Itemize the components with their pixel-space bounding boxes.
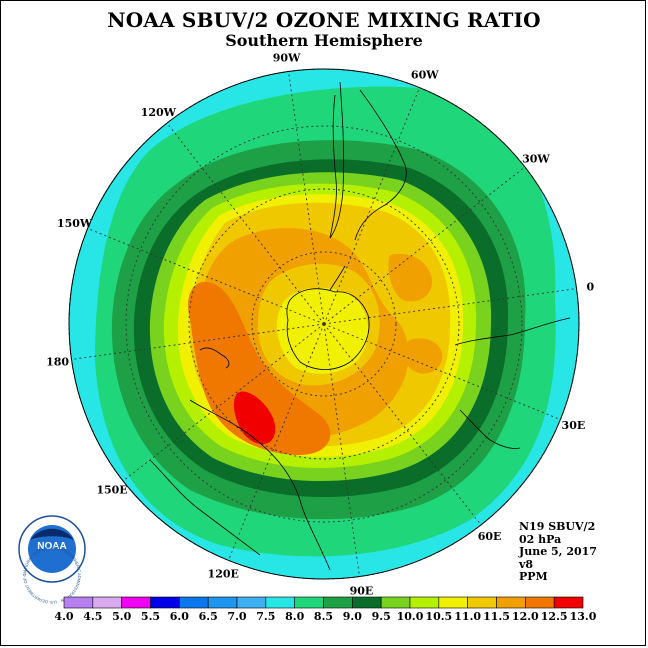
south-america-east (354, 89, 407, 241)
colorbar-box-1 (92, 596, 122, 609)
africa-coast (454, 317, 571, 346)
colorbar-tick-17: 12.5 (541, 610, 568, 623)
lat-circle-30 (188, 188, 460, 460)
colorbar-tick-13: 10.5 (425, 610, 452, 623)
info-satellite: N19 SBUV/2 (519, 520, 596, 533)
info-date: June 5, 2017 (519, 545, 597, 558)
lat-circle-60 (251, 251, 397, 397)
colorbar-tick-2: 5.0 (112, 610, 131, 623)
colorbar-box-10 (352, 596, 382, 609)
colorbar-box-2 (121, 596, 151, 609)
lon-label-0: 90W (273, 52, 301, 65)
colorbar-tick-14: 11.0 (454, 610, 481, 623)
info-version: v8 (519, 557, 534, 571)
band-11-5-east2 (404, 338, 443, 374)
colorbar-box-16 (525, 596, 555, 609)
colorbar-box-14 (467, 596, 497, 609)
lon-label-2: 30W (522, 152, 550, 165)
antarctic-peninsula (329, 265, 346, 291)
colorbar-ticks: 4.0 4.5 5.0 5.5 6.0 6.5 7.0 7.5 8.0 8.5 9.0 9.5 10.0… (54, 610, 596, 623)
colorbar-tick-3: 5.5 (141, 610, 160, 623)
colorbar-tick-4: 6.0 (170, 610, 189, 623)
colorbar-box-11 (380, 596, 411, 609)
lon-label-3: 0 (587, 281, 595, 294)
colorbar-box-17 (553, 596, 584, 609)
logo-bird (30, 528, 74, 540)
lon-label-7: 120E (208, 567, 239, 580)
colorbar-tick-10: 9.0 (343, 610, 362, 623)
lat-circle-15 (125, 125, 523, 523)
longitude-labels: 90W 60W 30W 0 30E 60E 90E 120E 150E 180 150W 120W (46, 52, 594, 598)
madagascar (459, 409, 521, 449)
colorbar-tick-11: 9.5 (372, 610, 391, 623)
colorbar-tick-15: 11.5 (483, 610, 510, 623)
colorbar-box-13 (438, 596, 468, 609)
colorbar-tick-12: 10.0 (397, 610, 424, 623)
colorbar-tick-18: 13.0 (570, 610, 597, 623)
lon-label-6: 90E (350, 584, 374, 597)
colorbar-tick-6: 7.0 (227, 610, 246, 623)
lon-label-9: 180 (46, 355, 69, 368)
globe-outline (68, 68, 580, 580)
colorbar-box-5 (207, 596, 238, 609)
new-zealand (199, 347, 230, 369)
band-12-0 (188, 281, 331, 455)
colorbar-box-7 (265, 596, 295, 609)
lon-label-1: 60W (411, 69, 439, 82)
colorbar-box-15 (496, 596, 526, 609)
coastlines (149, 81, 571, 571)
info-units: PPM (519, 570, 548, 583)
australia-south (149, 459, 261, 556)
lon-label-10: 150W (57, 217, 93, 230)
colorbar-tick-8: 8.0 (285, 610, 304, 623)
colorbar-box-12 (409, 596, 440, 609)
colorbar-tick-7: 7.5 (256, 610, 275, 623)
colorbar-tick-5: 6.5 (199, 610, 218, 623)
colorbar-box-0 (63, 596, 94, 609)
page-title: NOAA SBUV/2 OZONE MIXING RATIO (107, 8, 541, 32)
colorbar-box-8 (294, 596, 324, 609)
lon-label-4: 30E (562, 419, 586, 432)
lon-label-11: 120W (141, 106, 177, 119)
colorbar-box-3 (150, 596, 180, 609)
logo-text: NOAA (37, 541, 66, 552)
polar-core (276, 287, 369, 374)
lon-label-8: 150E (96, 484, 127, 497)
info-level: 02 hPa (519, 532, 562, 546)
colorbar-tick-16: 12.0 (512, 610, 539, 623)
colorbar-tick-9: 8.5 (314, 610, 333, 623)
colorbar-tick-0: 4.0 (54, 610, 73, 623)
colorbar-tick-1: 4.5 (83, 610, 102, 623)
colorbar-box-6 (236, 596, 267, 609)
south-america-coast (329, 81, 345, 239)
australia-coast (189, 399, 331, 571)
page-subtitle: Southern Hemisphere (225, 31, 423, 50)
lon-label-5: 60E (478, 530, 502, 543)
colorbar-box-4 (179, 596, 209, 609)
antarctica-coast (286, 288, 370, 370)
colorbar-boxes (63, 596, 584, 609)
colorbar-box-9 (323, 596, 353, 609)
